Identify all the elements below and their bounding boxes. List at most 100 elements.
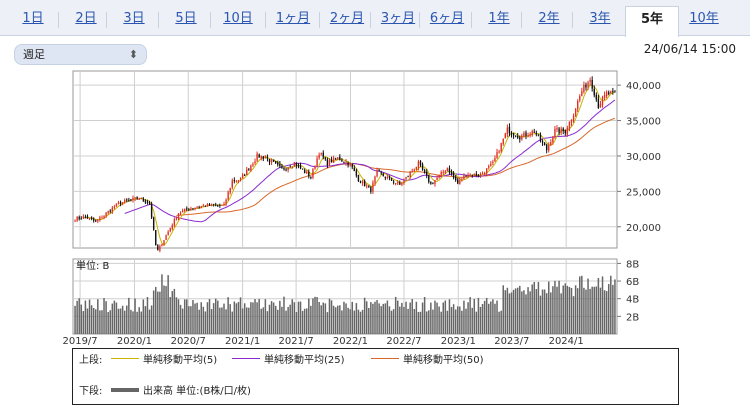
candle-body [485, 168, 488, 174]
volume-bar [436, 302, 438, 334]
candle-body [229, 187, 231, 193]
candle-body [165, 235, 167, 240]
candle-body [500, 143, 502, 152]
volume-bar [190, 306, 192, 334]
tab-5y[interactable]: 5年 [625, 6, 679, 37]
volume-bar [448, 299, 451, 334]
tab-2m[interactable]: 2ヶ月 [319, 6, 374, 36]
tab-3y[interactable]: 3年 [572, 6, 627, 36]
volume-bar [339, 305, 341, 334]
volume-bar [599, 287, 602, 334]
candle-body [99, 217, 101, 220]
tab-2d[interactable]: 2日 [58, 6, 113, 36]
volume-bar [107, 312, 109, 334]
volume-bar [496, 300, 498, 334]
volume-bar [206, 302, 209, 334]
candle-body [531, 131, 533, 136]
volume-bar [535, 289, 538, 334]
volume-bar [154, 286, 157, 334]
volume-bar [508, 293, 511, 334]
candle-body [243, 174, 246, 176]
volume-bar [564, 283, 567, 334]
volume-bar [558, 280, 560, 334]
candle-body [107, 210, 109, 214]
candle-body [558, 128, 560, 133]
tab-3m[interactable]: 3ヶ月 [370, 6, 425, 36]
candle-body [281, 166, 283, 169]
candle-body [359, 181, 362, 183]
candle-body [523, 132, 525, 137]
candle-body [545, 144, 548, 151]
volume-bar [543, 289, 546, 334]
chart-panel: 週足 ⬍ 24/06/14 15:00 2019/7 2020/1 2020/7 20… [0, 36, 750, 405]
volume-bar [202, 306, 205, 334]
tab-2y[interactable]: 2年 [521, 6, 576, 36]
tab-5d[interactable]: 5日 [158, 6, 213, 36]
candle-body [80, 218, 82, 220]
candle-body [368, 186, 370, 188]
volume-bar [446, 310, 449, 334]
candle-body [152, 217, 155, 230]
volume-bar [82, 311, 85, 334]
legend-volume: 出来高 単位:(B株/口/枚) [111, 382, 251, 397]
candle-body [303, 170, 306, 174]
candle-body [217, 204, 219, 206]
tab-1y[interactable]: 1年 [471, 6, 526, 36]
volume-bar [572, 296, 575, 334]
legend-volume-label: 出来高 単位:(B株/口/枚) [143, 386, 251, 397]
tab-3d[interactable]: 3日 [106, 6, 161, 36]
candle-body [347, 162, 349, 166]
volume-bar [198, 309, 200, 334]
candle-body [206, 204, 209, 207]
candle-body [363, 181, 366, 187]
timestamp: 24/06/14 15:00 [643, 42, 736, 56]
volume-bar [295, 311, 298, 334]
candle-body [78, 216, 80, 219]
volume-bar [541, 289, 544, 334]
candle-body [301, 168, 304, 170]
candle-body [541, 140, 544, 143]
candle-body [254, 161, 256, 164]
tab-1m[interactable]: 1ヶ月 [265, 6, 320, 36]
tab-10d[interactable]: 10日 [210, 6, 265, 36]
period-select[interactable]: 週足 ⬍ [14, 44, 147, 65]
volume-bar [380, 306, 382, 334]
volume-bar [175, 297, 178, 334]
candle-body [490, 163, 492, 166]
x-tick-label: 2023/1 [441, 336, 476, 347]
candle-body [314, 166, 316, 169]
candle-body [318, 154, 320, 158]
tab-6m[interactable]: 6ヶ月 [419, 6, 474, 36]
candle-body [200, 206, 202, 208]
candle-body [283, 167, 285, 170]
candle-body [291, 166, 293, 168]
x-tick-label: 2021/7 [279, 336, 314, 347]
volume-bar [330, 300, 333, 334]
volume-bar [587, 278, 589, 334]
volume-bar [475, 311, 478, 334]
candle-body [471, 175, 473, 177]
tab-10y[interactable]: 10年 [689, 11, 719, 26]
volume-bar [177, 299, 180, 334]
tab-1d[interactable]: 1日 [22, 11, 44, 26]
candle-body [345, 162, 347, 164]
candle-body [401, 183, 403, 185]
period-tabs: 1日 2日 3日 5日 10日 1ヶ月 2ヶ月 3ヶ月 6ヶ月 1年 2年 3年… [0, 0, 750, 37]
volume-bar [390, 310, 393, 334]
volume-bar [200, 302, 202, 334]
candle-body [405, 176, 407, 180]
candle-body [250, 165, 252, 171]
candle-body [246, 169, 248, 175]
volume-bar [173, 288, 176, 334]
candle-body [415, 166, 418, 170]
candle-body [163, 240, 165, 245]
candle-body [270, 159, 273, 163]
volume-bar [221, 307, 223, 334]
volume-bar [132, 311, 134, 334]
candle-body [498, 151, 500, 153]
x-tick-label: 2023/7 [494, 336, 529, 347]
candle-body [533, 131, 535, 133]
legend-ma50-label: 単純移動平均(50) [403, 355, 484, 366]
volume-bar [405, 301, 407, 334]
volume-bar [229, 304, 231, 334]
